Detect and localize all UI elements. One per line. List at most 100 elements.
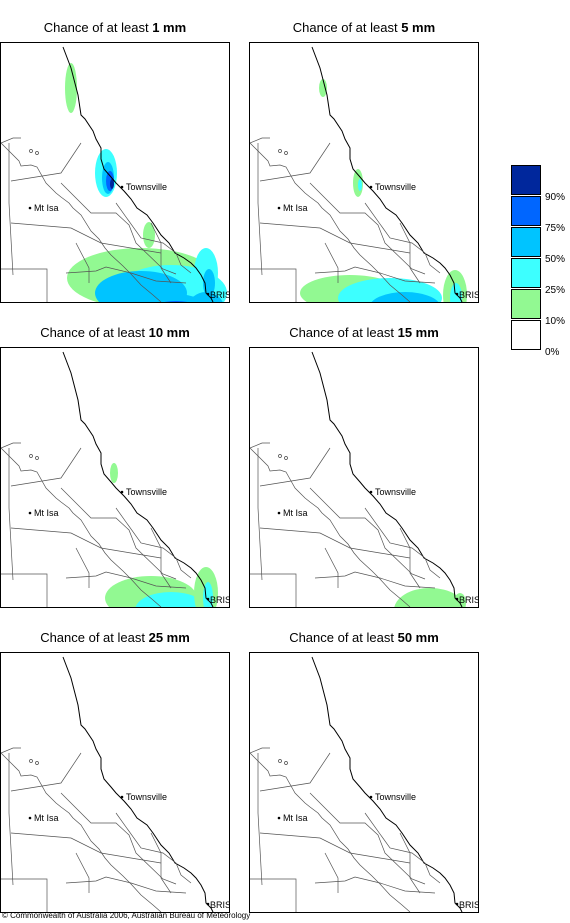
boundary-line [250, 752, 411, 912]
town-dot [455, 902, 459, 906]
boundary-line [115, 202, 192, 274]
boundary-line [399, 527, 421, 589]
legend-swatch-25 [511, 258, 541, 288]
boundary-line [399, 832, 421, 894]
island [284, 456, 288, 460]
town-label-bris: BRIS [210, 900, 229, 910]
queensland-map: Townsville Mt Isa BRIS [1, 46, 229, 302]
title-prefix: Chance of at least [289, 630, 394, 645]
panel-title: Chance of at least 10 mm [0, 325, 230, 341]
island [284, 151, 288, 155]
probability-area [319, 79, 327, 97]
town-label-mt_isa: Mt Isa [283, 508, 308, 518]
boundary-line [150, 527, 172, 589]
town-dot [28, 206, 32, 210]
town-dot [455, 597, 459, 601]
boundary-line [115, 507, 192, 579]
coastline [62, 46, 214, 302]
boundary-line [250, 137, 270, 144]
probability-area [135, 592, 207, 607]
boundary-line [364, 507, 441, 579]
island [29, 759, 33, 763]
boundary-line [60, 792, 177, 885]
town-label-townsville: Townsville [126, 792, 167, 802]
town-dot [28, 816, 32, 820]
island [278, 454, 282, 458]
probability-area [65, 63, 77, 113]
queensland-map: Townsville Mt Isa BRIS [1, 351, 229, 607]
boundary-line [259, 832, 411, 864]
boundary-line [75, 547, 90, 588]
probability-area [127, 293, 205, 302]
town-dot [120, 795, 124, 799]
title-amount: 15 mm [397, 325, 439, 340]
town-label-townsville: Townsville [126, 487, 167, 497]
boundary-line [314, 266, 436, 284]
town-dot [369, 185, 373, 189]
panel-title: Chance of at least 25 mm [0, 630, 230, 646]
legend-swatch-50 [511, 227, 541, 257]
probability-area [358, 179, 362, 191]
queensland-map: Townsville Mt Isa BRIS [250, 656, 478, 912]
coastline [311, 656, 463, 912]
boundary-line [8, 143, 14, 276]
town-dot [206, 292, 210, 296]
boundary-line [314, 571, 436, 589]
boundary-line [1, 752, 162, 912]
island [284, 761, 288, 765]
town-dot [206, 597, 210, 601]
town-label-bris: BRIS [210, 595, 229, 605]
boundary-line [75, 852, 90, 893]
town-label-bris: BRIS [210, 290, 229, 300]
queensland-map: Townsville Mt Isa BRIS [1, 656, 229, 912]
boundary-line [250, 442, 270, 449]
panel-title: Chance of at least 15 mm [249, 325, 479, 341]
title-prefix: Chance of at least [292, 20, 398, 35]
boundary-line [8, 753, 14, 886]
boundary-line [364, 812, 441, 884]
legend-label: 10% [545, 316, 566, 327]
title-amount: 5 mm [401, 20, 436, 35]
panel-title: Chance of at least 5 mm [249, 20, 479, 36]
boundary-line [1, 137, 21, 144]
boundary-line [10, 142, 82, 182]
boundary-line [257, 753, 263, 886]
island [278, 759, 282, 763]
boundary-line [259, 142, 331, 182]
legend-swatch-90 [511, 165, 541, 195]
boundary-line [10, 527, 162, 559]
probability-area [394, 588, 466, 607]
boundary-line [324, 242, 339, 283]
boundary-line [257, 143, 263, 276]
probability-area [110, 179, 114, 189]
town-label-mt_isa: Mt Isa [34, 813, 59, 823]
island [29, 454, 33, 458]
boundary-line [65, 266, 187, 284]
town-label-townsville: Townsville [375, 487, 416, 497]
boundary-line [1, 878, 48, 912]
boundary-line [8, 448, 14, 581]
town-label-townsville: Townsville [126, 182, 167, 192]
title-amount: 10 mm [148, 325, 190, 340]
boundary-line [10, 222, 162, 254]
town-label-mt_isa: Mt Isa [34, 508, 59, 518]
boundary-line [259, 447, 331, 487]
title-amount: 1 mm [152, 20, 187, 35]
boundary-line [10, 447, 82, 487]
boundary-line [60, 487, 177, 580]
boundary-line [324, 852, 339, 893]
boundary-line [250, 573, 297, 607]
legend-label: 50% [545, 254, 566, 265]
copyright-notice: © Commonwealth of Australia 2006, Austra… [2, 911, 251, 920]
title-prefix: Chance of at least [289, 325, 394, 340]
title-prefix: Chance of at least [43, 20, 149, 35]
boundary-line [250, 878, 297, 912]
town-label-townsville: Townsville [375, 182, 416, 192]
queensland-map: Townsville Mt Isa BRIS [250, 351, 478, 607]
legend-swatch-10 [511, 289, 541, 319]
boundary-line [1, 747, 21, 754]
map-frame: Townsville Mt Isa BRIS [0, 652, 230, 913]
island [29, 149, 33, 153]
town-label-mt_isa: Mt Isa [283, 203, 308, 213]
boundary-line [1, 573, 48, 607]
